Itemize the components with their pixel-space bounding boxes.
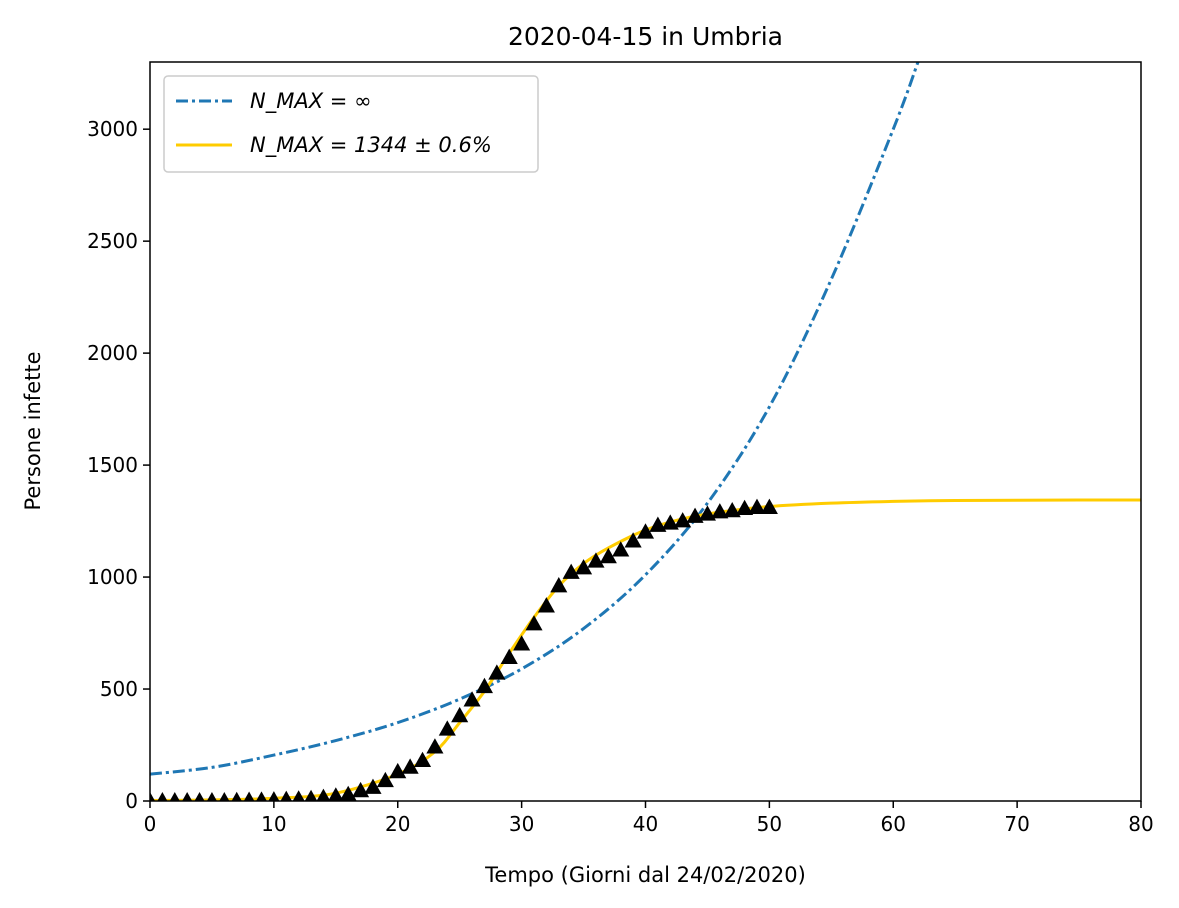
data-point-triangle (150, 792, 156, 801)
data-point-triangle (723, 501, 741, 518)
data-point-triangle (760, 498, 778, 514)
y-tick-label: 1500 (87, 453, 138, 477)
data-point-triangle (280, 790, 293, 801)
x-tick-label: 70 (1004, 812, 1029, 836)
ticks: 0 10 20 30 40 50 60 70 80 0 500 1000 1500 2000 2500 300… (87, 117, 1154, 836)
series-line-exponential (150, 62, 920, 776)
data-point-triangle (562, 563, 580, 579)
data-point-triangle (698, 505, 716, 521)
legend: N_MAX = ∞ N_MAX = 1344 ± 0.6% (163, 75, 539, 173)
y-tick-label: 1000 (87, 565, 138, 589)
data-point-triangle (438, 720, 456, 736)
series-observed-data (150, 498, 778, 801)
x-tick-label: 50 (757, 812, 782, 836)
legend-entry-logistic: N_MAX = 1344 ± 0.6% (250, 133, 492, 158)
y-tick-label: 3000 (87, 117, 138, 141)
data-point-triangle (550, 577, 568, 593)
chart-title: 2020-04-15 in Umbria (508, 22, 783, 51)
data-point-triangle (364, 778, 382, 794)
data-point-triangle (463, 691, 481, 707)
data-point-triangle (711, 503, 729, 519)
x-tick-label: 60 (881, 812, 906, 836)
data-point-triangle (599, 547, 617, 564)
data-point-triangle (157, 792, 168, 801)
data-point-triangle (575, 559, 593, 575)
legend-box (163, 75, 539, 173)
data-point-triangle (475, 677, 494, 694)
y-tick-label: 2500 (87, 229, 138, 253)
x-tick-label: 80 (1128, 812, 1153, 836)
data-point-triangle (513, 635, 531, 651)
data-point-triangle (169, 792, 180, 801)
data-point-triangle (256, 791, 267, 801)
plot-content (150, 62, 1141, 801)
x-tick-label: 20 (385, 812, 410, 836)
data-point-triangle (636, 523, 655, 539)
data-point-triangle (674, 512, 692, 528)
data-point-triangle (413, 751, 432, 767)
data-point-triangle (328, 787, 344, 801)
data-point-triangle (292, 790, 305, 801)
data-point-triangle (500, 648, 518, 664)
data-point-triangle (243, 791, 255, 801)
data-point-triangle (268, 791, 280, 801)
x-tick-label: 40 (633, 812, 658, 836)
data-point-triangle (488, 664, 506, 680)
x-tick-label: 0 (144, 812, 157, 836)
data-point-triangle (661, 514, 679, 530)
data-point-triangle (587, 552, 605, 568)
data-point-triangle (525, 615, 543, 631)
data-point-triangle (537, 597, 555, 613)
y-axis-label: Persone infette (21, 351, 45, 510)
data-point-triangle (376, 771, 394, 788)
data-point-triangle (426, 738, 444, 754)
data-point-triangle (612, 541, 630, 557)
data-point-triangle (219, 792, 230, 801)
x-tick-label: 30 (509, 812, 534, 836)
data-point-triangle (748, 498, 766, 514)
data-point-triangle (231, 791, 242, 801)
data-point-triangle (649, 516, 667, 532)
data-point-triangle (304, 789, 318, 801)
y-tick-label: 2000 (87, 341, 138, 365)
data-point-triangle (686, 507, 704, 523)
data-point-triangle (194, 792, 205, 801)
data-point-triangle (624, 532, 642, 548)
legend-entry-exponential: N_MAX = ∞ (250, 89, 372, 114)
data-point-triangle (206, 792, 217, 801)
data-point-triangle (401, 758, 419, 774)
x-axis-label: Tempo (Giorni dal 24/02/2020) (484, 863, 806, 887)
data-point-triangle (316, 788, 331, 801)
data-point-triangle (389, 762, 407, 779)
x-tick-label: 10 (261, 812, 286, 836)
data-point-triangle (182, 792, 193, 801)
y-tick-label: 500 (100, 677, 138, 701)
data-point-triangle (451, 706, 469, 723)
data-point-triangle (736, 499, 754, 516)
y-tick-label: 0 (125, 789, 138, 813)
